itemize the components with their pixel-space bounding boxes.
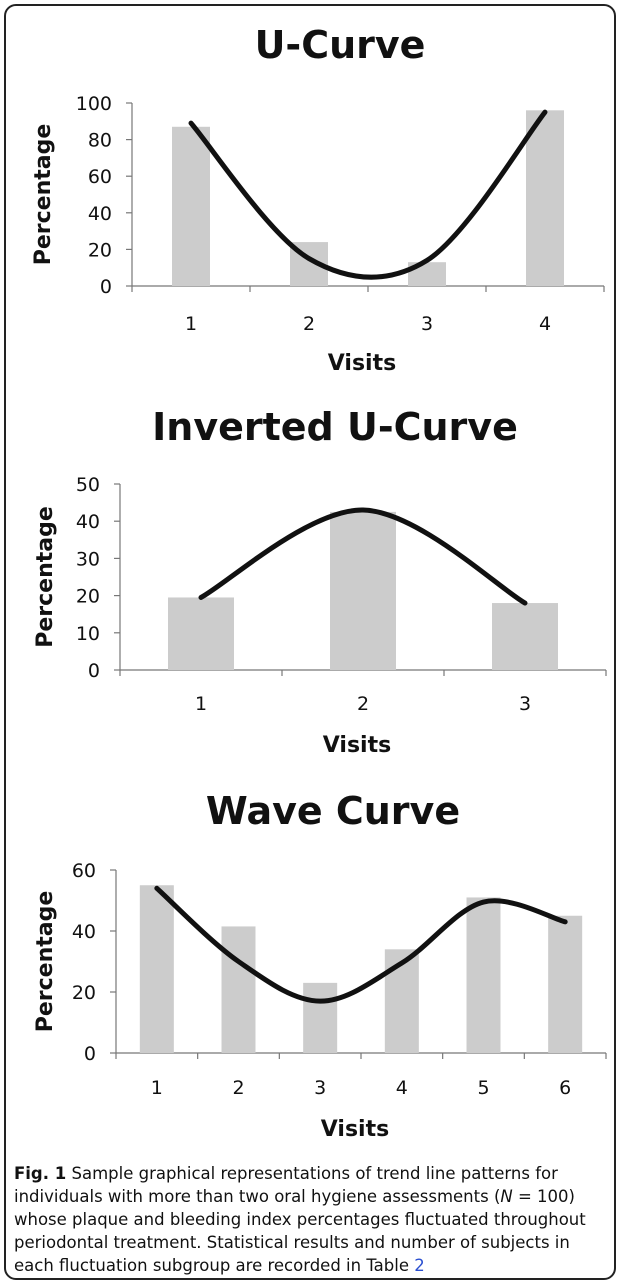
y-tick-label: 0: [100, 276, 112, 298]
y-axis-label: Percentage: [33, 506, 58, 648]
y-tick-label: 60: [72, 860, 96, 882]
caption-n-symbol: N: [500, 1187, 513, 1206]
trend-line: [154, 885, 568, 1004]
bar: [303, 982, 338, 1053]
caption-text-part-2: = 100) whose plaque and bleeding index p…: [14, 1187, 586, 1275]
y-tick-label: 30: [76, 548, 100, 570]
x-axis-label: Visits: [321, 1117, 389, 1142]
x-category-label: 3: [314, 1077, 326, 1099]
y-tick-label: 0: [84, 1043, 96, 1065]
trend-line: [188, 109, 548, 280]
bar: [526, 110, 564, 286]
caption-table-link[interactable]: 2: [414, 1256, 425, 1275]
chart-title: Inverted U-Curve: [152, 405, 518, 449]
y-tick-label: 20: [72, 982, 96, 1004]
caption-figure-label: Fig. 1: [14, 1164, 67, 1183]
bar: [492, 603, 558, 670]
bar: [168, 597, 234, 670]
y-tick-label: 40: [88, 203, 112, 225]
bar: [221, 926, 256, 1053]
x-category-label: 4: [396, 1077, 408, 1099]
bar: [172, 126, 210, 286]
y-tick-label: 20: [88, 239, 112, 261]
bar: [384, 949, 419, 1053]
x-category-label: 5: [477, 1077, 489, 1099]
x-category-label: 2: [303, 313, 315, 335]
x-category-label: 2: [357, 693, 369, 715]
y-tick-label: 0: [88, 660, 100, 682]
chart-title: U-Curve: [255, 23, 426, 67]
x-category-label: 3: [421, 313, 433, 335]
y-axis-label: Percentage: [31, 124, 56, 266]
y-tick-label: 40: [72, 921, 96, 943]
y-tick-label: 40: [76, 511, 100, 533]
chart-3: Wave Curve Percentage 0 20 40 60 1 2 3 4 5 6 Visits: [33, 789, 607, 1142]
y-axis-label: Percentage: [33, 891, 58, 1033]
figure-caption: Fig. 1 Sample graphical representations …: [14, 1162, 610, 1277]
x-category-label: 6: [559, 1077, 571, 1099]
x-category-label: 1: [151, 1077, 163, 1099]
x-axis-label: Visits: [328, 351, 396, 376]
bar: [330, 511, 396, 670]
y-tick-label: 20: [76, 586, 100, 608]
y-tick-label: 10: [76, 623, 100, 645]
bar: [139, 885, 174, 1053]
chart-1: U-Curve Percentage 0 20 40 60 80 100 1 2 3 4 Visits: [31, 23, 605, 376]
figure-frame: [4, 4, 616, 1280]
x-category-label: 4: [539, 313, 551, 335]
x-category-label: 2: [232, 1077, 244, 1099]
x-category-label: 1: [185, 313, 197, 335]
x-category-label: 3: [519, 693, 531, 715]
trend-line: [198, 507, 528, 606]
caption-text-part-1: Sample graphical representations of tren…: [14, 1164, 558, 1206]
y-tick-label: 60: [88, 166, 112, 188]
chart-2: Inverted U-Curve Percentage 0 10 20 30 40 50 1 2 3…: [33, 405, 607, 758]
bar: [548, 915, 583, 1053]
y-tick-label: 50: [76, 474, 100, 496]
y-tick-label: 80: [88, 130, 112, 152]
chart-title: Wave Curve: [206, 789, 460, 833]
y-tick-label: 100: [76, 93, 112, 115]
x-axis-label: Visits: [323, 733, 391, 758]
x-category-label: 1: [195, 693, 207, 715]
bar: [466, 897, 501, 1053]
